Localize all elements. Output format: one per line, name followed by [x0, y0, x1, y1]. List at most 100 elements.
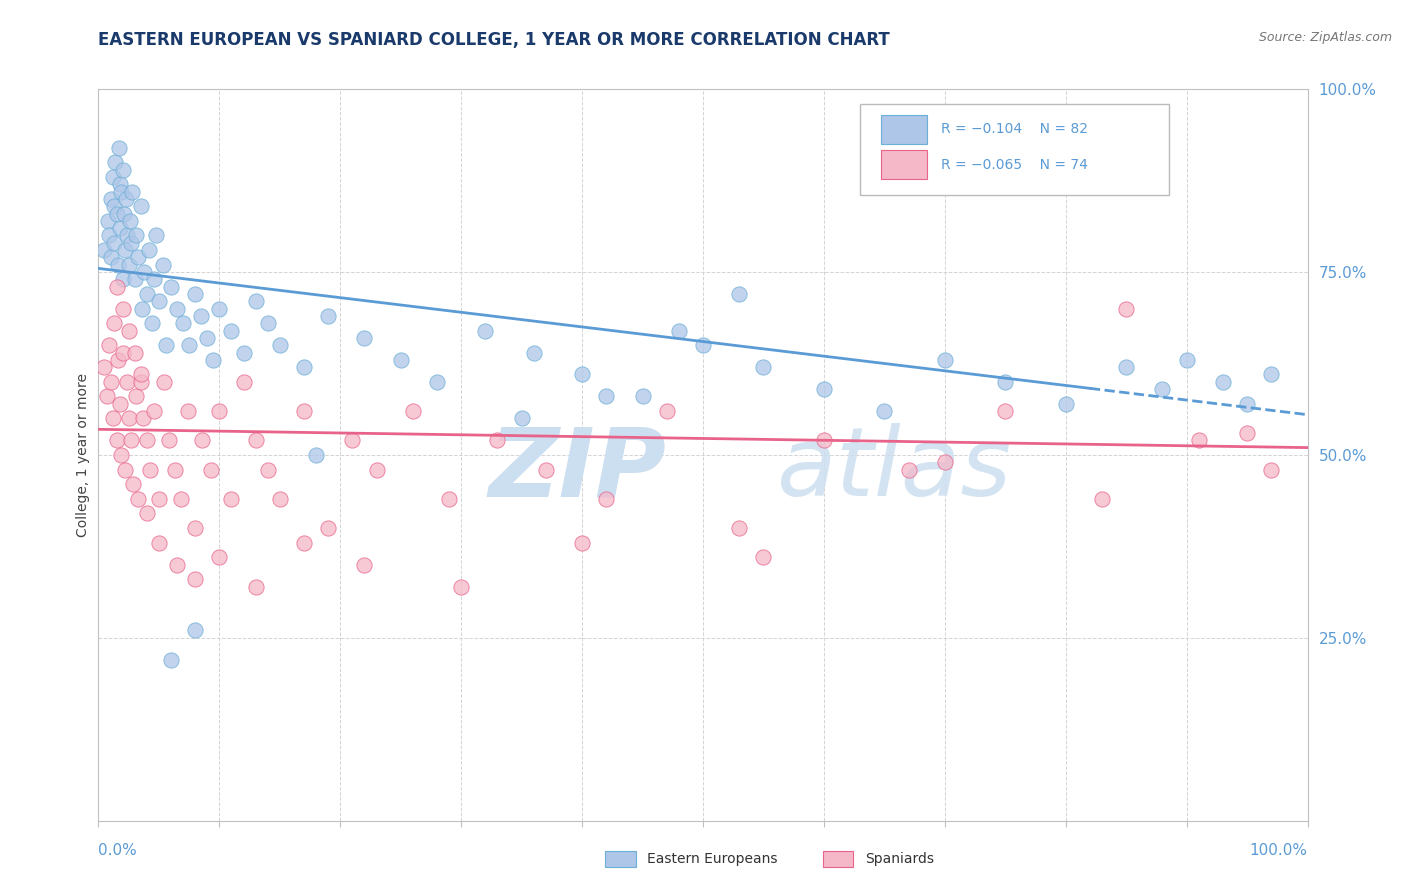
Point [110, 448, 132, 462]
Point [157, 434, 180, 448]
Point [1260, 368, 1282, 382]
Point [100, 192, 122, 206]
Point [166, 558, 188, 572]
Y-axis label: College, 1 year or more: College, 1 year or more [76, 373, 90, 537]
Point [120, 434, 142, 448]
Point [115, 192, 138, 206]
Point [163, 462, 186, 476]
Point [103, 316, 125, 330]
Point [523, 345, 546, 359]
Point [100, 251, 122, 265]
Point [98, 228, 121, 243]
Point [200, 462, 222, 476]
Point [120, 235, 142, 250]
Point [152, 258, 174, 272]
Point [486, 434, 509, 448]
Point [125, 228, 148, 243]
Point [139, 462, 162, 476]
Point [245, 294, 267, 309]
Point [292, 360, 315, 375]
Point [232, 375, 254, 389]
Point [728, 521, 751, 535]
Point [1175, 352, 1198, 367]
Point [103, 235, 125, 250]
Point [1260, 462, 1282, 476]
Point [353, 331, 375, 345]
Point [1115, 360, 1137, 375]
Point [595, 491, 617, 506]
Point [184, 572, 207, 586]
Point [108, 397, 131, 411]
Point [934, 455, 956, 469]
Point [655, 404, 678, 418]
Point [994, 375, 1017, 389]
Text: R = −0.065    N = 74: R = −0.065 N = 74 [941, 158, 1088, 171]
Point [813, 434, 835, 448]
Point [1236, 425, 1258, 440]
Point [668, 324, 690, 338]
Point [114, 243, 136, 257]
Point [135, 287, 157, 301]
Point [305, 448, 328, 462]
Point [108, 178, 131, 192]
Point [105, 206, 128, 220]
Point [752, 360, 775, 375]
Point [143, 272, 166, 286]
Text: Eastern Europeans: Eastern Europeans [647, 852, 778, 866]
Point [474, 324, 496, 338]
Point [105, 434, 128, 448]
Point [121, 185, 143, 199]
Point [152, 375, 174, 389]
Point [342, 434, 364, 448]
Point [353, 558, 375, 572]
Point [402, 404, 425, 418]
Point [111, 272, 134, 286]
Point [934, 352, 956, 367]
Point [437, 491, 460, 506]
Point [510, 411, 533, 425]
Point [148, 294, 170, 309]
Point [118, 258, 141, 272]
Point [631, 389, 654, 403]
Point [169, 491, 191, 506]
Point [245, 580, 267, 594]
Text: ZIP: ZIP [489, 423, 666, 516]
Point [256, 462, 278, 476]
Point [202, 352, 225, 367]
Point [292, 535, 315, 549]
Text: Source: ZipAtlas.com: Source: ZipAtlas.com [1258, 31, 1392, 45]
Point [124, 272, 146, 286]
Point [122, 477, 145, 491]
Point [450, 580, 472, 594]
Text: EASTERN EUROPEAN VS SPANIARD COLLEGE, 1 YEAR OR MORE CORRELATION CHART: EASTERN EUROPEAN VS SPANIARD COLLEGE, 1 … [98, 31, 890, 49]
Point [316, 309, 339, 323]
Point [221, 491, 243, 506]
Point [752, 550, 775, 565]
Point [101, 169, 124, 184]
Point [813, 382, 835, 396]
Point [595, 389, 617, 403]
Point [134, 265, 156, 279]
Point [111, 301, 134, 316]
Point [208, 404, 231, 418]
Point [105, 279, 128, 293]
Point [103, 199, 125, 213]
Point [245, 434, 267, 448]
Point [571, 535, 593, 549]
Point [101, 411, 124, 425]
Point [125, 389, 148, 403]
Point [127, 491, 149, 506]
Point [131, 301, 153, 316]
Point [389, 352, 412, 367]
Point [135, 434, 157, 448]
Point [108, 221, 131, 235]
Point [1212, 375, 1234, 389]
Point [184, 624, 207, 638]
Point [366, 462, 388, 476]
Point [155, 338, 177, 352]
Point [107, 258, 129, 272]
Point [114, 462, 136, 476]
Point [104, 155, 127, 169]
Point [118, 324, 141, 338]
Bar [880, 150, 927, 179]
